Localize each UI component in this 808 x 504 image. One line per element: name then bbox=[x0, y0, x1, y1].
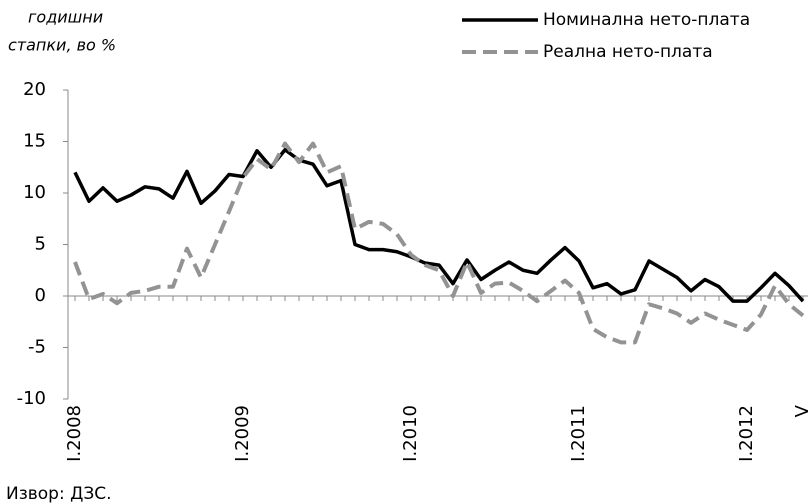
y-tick-label: 20 bbox=[23, 79, 46, 100]
x-tick-label: I.2012 bbox=[736, 405, 757, 462]
legend-label: Номинална нето-плата bbox=[543, 10, 750, 30]
series-line bbox=[73, 147, 805, 303]
y-axis-label: годишни bbox=[28, 8, 103, 27]
x-tick-label: I.2010 bbox=[400, 405, 421, 462]
y-tick-label: 0 bbox=[35, 285, 46, 306]
series-line bbox=[73, 141, 805, 345]
y-tick-label: -5 bbox=[28, 337, 46, 358]
y-tick-label: 5 bbox=[35, 234, 46, 255]
x-tick-label: I.2011 bbox=[568, 405, 589, 462]
x-tick-label: V bbox=[792, 404, 808, 417]
source-note: Извор: ДЗС. bbox=[6, 484, 112, 504]
y-tick-label: 10 bbox=[23, 182, 46, 203]
legend-label: Реална нето-плата bbox=[543, 42, 713, 62]
y-tick-label: 15 bbox=[23, 131, 46, 152]
y-axis-label: стапки, во % bbox=[8, 36, 116, 55]
x-tick-label: I.2009 bbox=[232, 405, 253, 462]
x-tick-label: I.2008 bbox=[64, 405, 85, 462]
y-tick-label: -10 bbox=[17, 388, 46, 409]
